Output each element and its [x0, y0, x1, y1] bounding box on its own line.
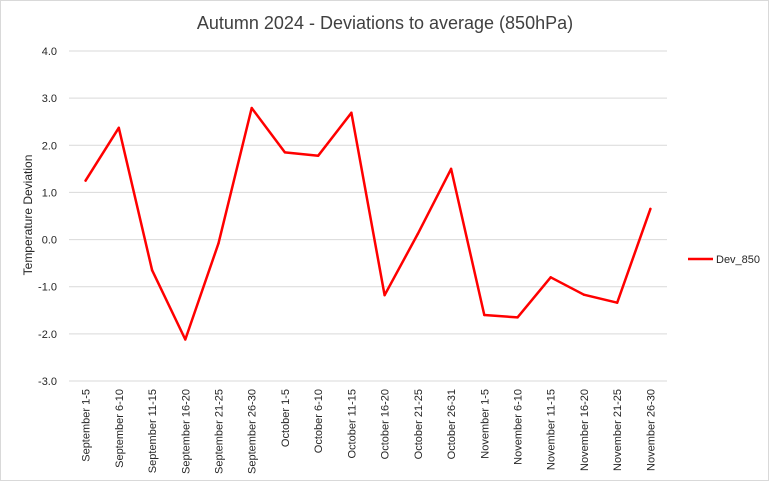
y-tick-label: 0.0 [42, 235, 57, 247]
x-tick-label: November 6-10 [513, 389, 525, 465]
x-tick-label: October 16-20 [380, 389, 392, 459]
gridlines [69, 50, 667, 382]
data-point [250, 106, 253, 110]
series-group [84, 106, 652, 341]
y-axis-label: Temperature Deviation [21, 155, 35, 276]
y-tick-label: 1.0 [42, 187, 57, 199]
series-line-dev-850 [84, 106, 652, 341]
legend-label-dev-850: Dev_850 [716, 254, 760, 266]
data-point [383, 294, 386, 297]
data-point [217, 242, 220, 245]
x-tick-label: September 11-15 [147, 389, 159, 473]
x-tick-label: October 11-15 [346, 389, 358, 459]
data-point [416, 232, 420, 236]
x-axis-ticks: September 1-5 September 6-10 September 11-… [81, 389, 658, 474]
y-tick-label: -2.0 [38, 329, 57, 341]
x-tick-label: October 6-10 [313, 389, 325, 453]
x-tick-label: September 16-20 [180, 389, 192, 474]
x-tick-label: September 6-10 [114, 389, 126, 468]
y-axis-ticks: -3.0 -2.0 -1.0 0.0 1.0 2.0 3.0 4.0 [38, 46, 57, 388]
y-tick-label: -1.0 [38, 282, 57, 294]
x-tick-label: September 21-25 [214, 389, 226, 474]
data-point [316, 154, 320, 157]
x-tick-label: November 11-15 [546, 389, 558, 470]
data-point [184, 338, 187, 341]
y-tick-label: 3.0 [42, 93, 57, 105]
x-tick-label: October 1-5 [280, 389, 292, 447]
data-point [516, 316, 519, 319]
data-point [350, 111, 353, 114]
data-point [582, 293, 586, 296]
y-tick-label: -3.0 [38, 376, 57, 388]
data-point [449, 167, 453, 171]
data-point [117, 126, 121, 130]
x-tick-label: November 21-25 [612, 389, 624, 471]
data-point [649, 207, 652, 211]
data-point [283, 151, 287, 154]
y-tick-label: 2.0 [42, 140, 57, 152]
legend: Dev_850 [688, 254, 760, 266]
x-tick-label: October 21-25 [413, 389, 425, 459]
x-tick-label: November 26-30 [645, 389, 657, 471]
data-point [150, 269, 154, 272]
x-tick-label: September 26-30 [247, 389, 259, 474]
y-tick-label: 4.0 [42, 46, 57, 58]
chart-title: Autumn 2024 - Deviations to average (850… [197, 13, 573, 33]
data-point [615, 301, 619, 304]
x-tick-label: November 1-5 [479, 389, 491, 459]
x-tick-label: October 26-31 [446, 389, 458, 459]
data-point [549, 276, 552, 279]
data-point [483, 313, 486, 317]
x-tick-label: November 16-20 [579, 389, 591, 471]
data-point [84, 179, 87, 182]
x-tick-label: September 1-5 [81, 389, 93, 462]
